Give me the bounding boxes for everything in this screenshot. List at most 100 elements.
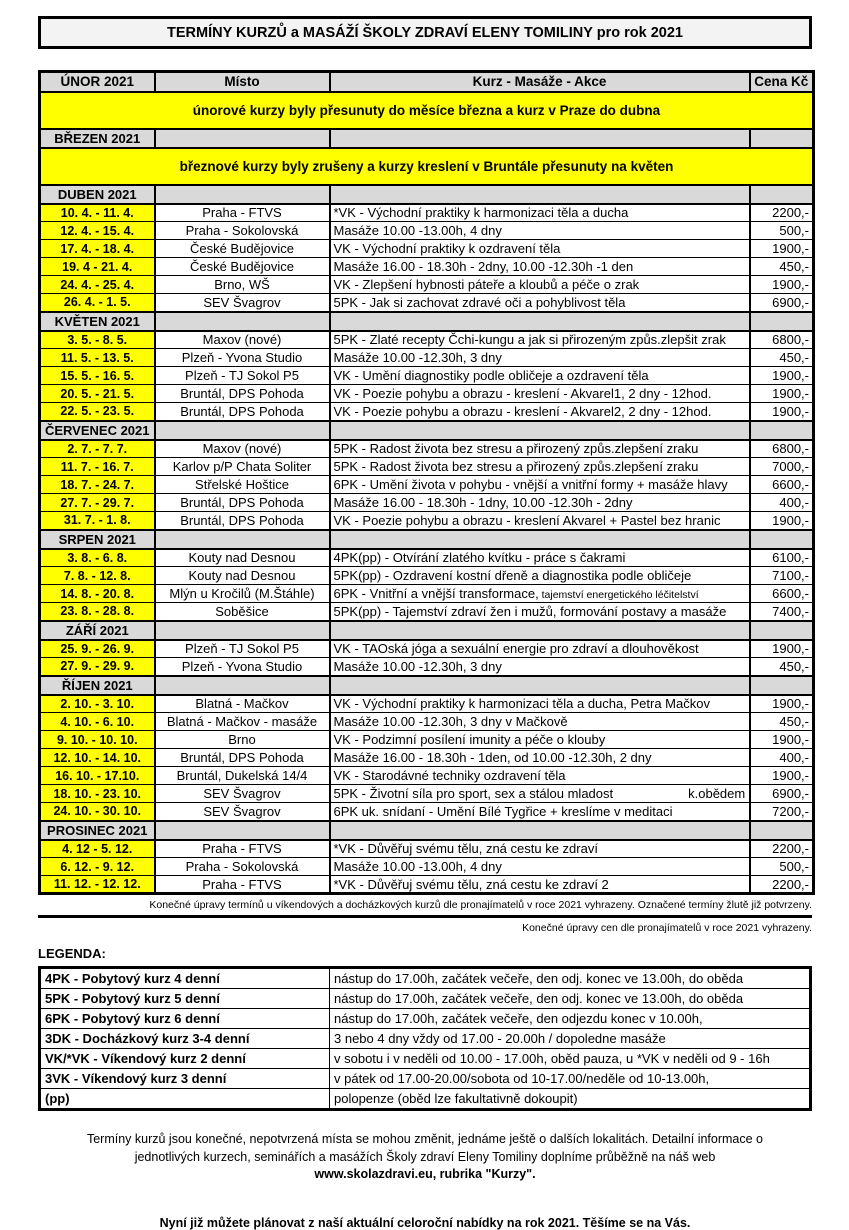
place-cell: Praha - Sokolovská bbox=[153, 857, 331, 876]
schedule-row: 18. 7. - 24. 7. Střelské Hoštice 6PK - Umě… bbox=[38, 475, 815, 494]
price-cell: 400,- bbox=[748, 748, 815, 767]
date-cell: 23. 8. - 28. 8. bbox=[38, 602, 156, 621]
course-cell: VK - Východní praktiky k ozdravení těla bbox=[328, 239, 751, 258]
terms-note: Konečné úpravy termínů u víkendových a d… bbox=[149, 899, 812, 911]
course-cell: VK - Východní praktiky k harmonizaci těl… bbox=[328, 694, 751, 713]
empty-cell bbox=[748, 819, 815, 841]
empty-cell bbox=[748, 183, 815, 205]
note-row: únorové kurzy byly přesunuty do měsíce b… bbox=[38, 90, 815, 130]
month-label-cell: KVĚTEN 2021 bbox=[38, 310, 156, 332]
legend-row: 5PK - Pobytový kurz 5 denní nástup do 17.… bbox=[39, 988, 811, 1009]
schedule-row: 14. 8. - 20. 8. Mlýn u Kročilů (M.Štáhle)… bbox=[38, 584, 815, 603]
legend-row: 3DK - Docházkový kurz 3-4 denní 3 nebo 4 … bbox=[39, 1028, 811, 1049]
price-cell: 2200,- bbox=[748, 203, 815, 222]
price-cell: 1900,- bbox=[748, 511, 815, 530]
month-row: KVĚTEN 2021 bbox=[38, 310, 815, 332]
schedule-row: 6. 12. - 9. 12. Praha - Sokolovská Masáže … bbox=[38, 857, 815, 876]
price-cell: 1900,- bbox=[748, 366, 815, 385]
legend-desc-cell: nástup do 17.00h, začátek večeře, den od… bbox=[329, 988, 811, 1009]
schedule-row: 2. 7. - 7. 7. Maxov (nové) 5PK - Radost ži… bbox=[38, 439, 815, 458]
schedule-row: 27. 7. - 29. 7. Bruntál, DPS Pohoda Masáže… bbox=[38, 493, 815, 512]
course-cell: 5PK - Životní síla pro sport, sex a stál… bbox=[328, 784, 751, 803]
month-label-cell: ČERVENEC 2021 bbox=[38, 419, 156, 441]
date-cell: 6. 12. - 9. 12. bbox=[38, 857, 156, 876]
price-cell: 450,- bbox=[748, 712, 815, 731]
place-cell: Plzeň - Yvona Studio bbox=[153, 348, 331, 367]
footer-text: Termíny kurzů jsou konečné, nepotvrzená … bbox=[86, 1132, 764, 1164]
course-cell: Masáže 10.00 -12.30h, 3 dny bbox=[328, 657, 751, 676]
date-cell: 18. 7. - 24. 7. bbox=[38, 475, 156, 494]
date-cell: 3. 8. - 6. 8. bbox=[38, 548, 156, 567]
place-cell: Blatná - Mačkov - masáže bbox=[153, 712, 331, 731]
price-cell: 1900,- bbox=[748, 639, 815, 658]
empty-cell bbox=[328, 619, 751, 641]
date-cell: 3. 5. - 8. 5. bbox=[38, 330, 156, 349]
price-cell: 450,- bbox=[748, 657, 815, 676]
legend-term-cell: 4PK - Pobytový kurz 4 denní bbox=[39, 967, 330, 989]
date-cell: 22. 5. - 23. 5. bbox=[38, 402, 156, 421]
legend-term-cell: 5PK - Pobytový kurz 5 denní bbox=[39, 988, 330, 1009]
place-cell: Brno, WŠ bbox=[153, 275, 331, 294]
schedule-row: 4. 12 - 5. 12. Praha - FTVS *VK - Důvěřuj … bbox=[38, 839, 815, 858]
course-cell: VK - Poezie pohybu a obrazu - kreslení -… bbox=[328, 384, 751, 403]
course-cell: Masáže 16.00 - 18.30h - 1den, od 10.00 -… bbox=[328, 748, 751, 767]
month-row: BŘEZEN 2021 bbox=[38, 127, 815, 149]
column-header-0: ÚNOR 2021 bbox=[38, 71, 156, 93]
legend-term-cell: (pp) bbox=[39, 1088, 330, 1110]
price-cell: 450,- bbox=[748, 257, 815, 276]
place-cell: Plzeň - TJ Sokol P5 bbox=[153, 639, 331, 658]
month-label-cell: ZÁŘÍ 2021 bbox=[38, 619, 156, 641]
place-cell: Plzeň - Yvona Studio bbox=[153, 657, 331, 676]
empty-cell bbox=[153, 528, 331, 550]
schedule-row: 24. 10. - 30. 10. SEV Švagrov 6PK uk. sníd… bbox=[38, 802, 815, 821]
date-cell: 17. 4. - 18. 4. bbox=[38, 239, 156, 258]
month-row: PROSINEC 2021 bbox=[38, 819, 815, 841]
month-label-cell: DUBEN 2021 bbox=[38, 183, 156, 205]
price-cell: 1900,- bbox=[748, 402, 815, 421]
prices-note: Konečné úpravy cen dle pronajímatelů v r… bbox=[522, 922, 812, 934]
empty-cell bbox=[328, 674, 751, 696]
place-cell: Kouty nad Desnou bbox=[153, 566, 331, 585]
price-cell: 1900,- bbox=[748, 275, 815, 294]
price-cell: 7400,- bbox=[748, 602, 815, 621]
price-cell: 2200,- bbox=[748, 875, 815, 894]
place-cell: Bruntál, Dukelská 14/4 bbox=[153, 766, 331, 785]
legend-desc-cell: polopenze (oběd lze fakultativně dokoupi… bbox=[329, 1088, 811, 1110]
month-row: DUBEN 2021 bbox=[38, 183, 815, 205]
date-cell: 25. 9. - 26. 9. bbox=[38, 639, 156, 658]
legend-term-cell: 3DK - Docházkový kurz 3-4 denní bbox=[39, 1028, 330, 1049]
course-cell: 5PK - Zlaté recepty Čchi-kungu a jak si … bbox=[328, 330, 751, 349]
date-cell: 4. 10. - 6. 10. bbox=[38, 712, 156, 731]
place-cell: Kouty nad Desnou bbox=[153, 548, 331, 567]
course-cell: VK - Starodávné techniky ozdravení těla bbox=[328, 766, 751, 785]
course-cell: VK - Umění diagnostiky podle obličeje a … bbox=[328, 366, 751, 385]
empty-cell bbox=[748, 528, 815, 550]
price-cell: 6800,- bbox=[748, 330, 815, 349]
legend-desc-cell: v sobotu i v neděli od 10.00 - 17.00h, o… bbox=[329, 1048, 811, 1069]
place-cell: Bruntál, DPS Pohoda bbox=[153, 511, 331, 530]
course-cell: 5PK - Radost života bez stresu a přiroze… bbox=[328, 439, 751, 458]
course-cell: 5PK(pp) - Ozdravení kostní dřeně a diagn… bbox=[328, 566, 751, 585]
schedule-row: 26. 4. - 1. 5. SEV Švagrov 5PK - Jak si za… bbox=[38, 293, 815, 312]
course-extra-text: k.obědem bbox=[688, 786, 746, 801]
date-cell: 11. 5. - 13. 5. bbox=[38, 348, 156, 367]
course-cell: 6PK uk. snídaní - Umění Bílé Tygřice + k… bbox=[328, 802, 751, 821]
price-cell: 7200,- bbox=[748, 802, 815, 821]
date-cell: 31. 7. - 1. 8. bbox=[38, 511, 156, 530]
schedule-row: 10. 4. - 11. 4. Praha - FTVS *VK - Východn… bbox=[38, 203, 815, 222]
course-cell: Masáže 16.00 - 18.30h - 2dny, 10.00 -12.… bbox=[328, 257, 751, 276]
footer-paragraph: Termíny kurzů jsou konečné, nepotvrzená … bbox=[75, 1131, 775, 1184]
course-cell: 5PK - Radost života bez stresu a přiroze… bbox=[328, 457, 751, 476]
empty-cell bbox=[153, 619, 331, 641]
price-cell: 6600,- bbox=[748, 584, 815, 603]
empty-cell bbox=[328, 528, 751, 550]
price-cell: 6900,- bbox=[748, 293, 815, 312]
schedule-row: 22. 5. - 23. 5. Bruntál, DPS Pohoda VK - P… bbox=[38, 402, 815, 421]
place-cell: Blatná - Mačkov bbox=[153, 694, 331, 713]
date-cell: 24. 4. - 25. 4. bbox=[38, 275, 156, 294]
date-cell: 2. 10. - 3. 10. bbox=[38, 694, 156, 713]
schedule-row: 23. 8. - 28. 8. Soběšice 5PK(pp) - Tajemst… bbox=[38, 602, 815, 621]
schedule-row: 7. 8. - 12. 8. Kouty nad Desnou 5PK(pp) - … bbox=[38, 566, 815, 585]
date-cell: 16. 10. - 17.10. bbox=[38, 766, 156, 785]
schedule-row: 11. 5. - 13. 5. Plzeň - Yvona Studio Masáž… bbox=[38, 348, 815, 367]
